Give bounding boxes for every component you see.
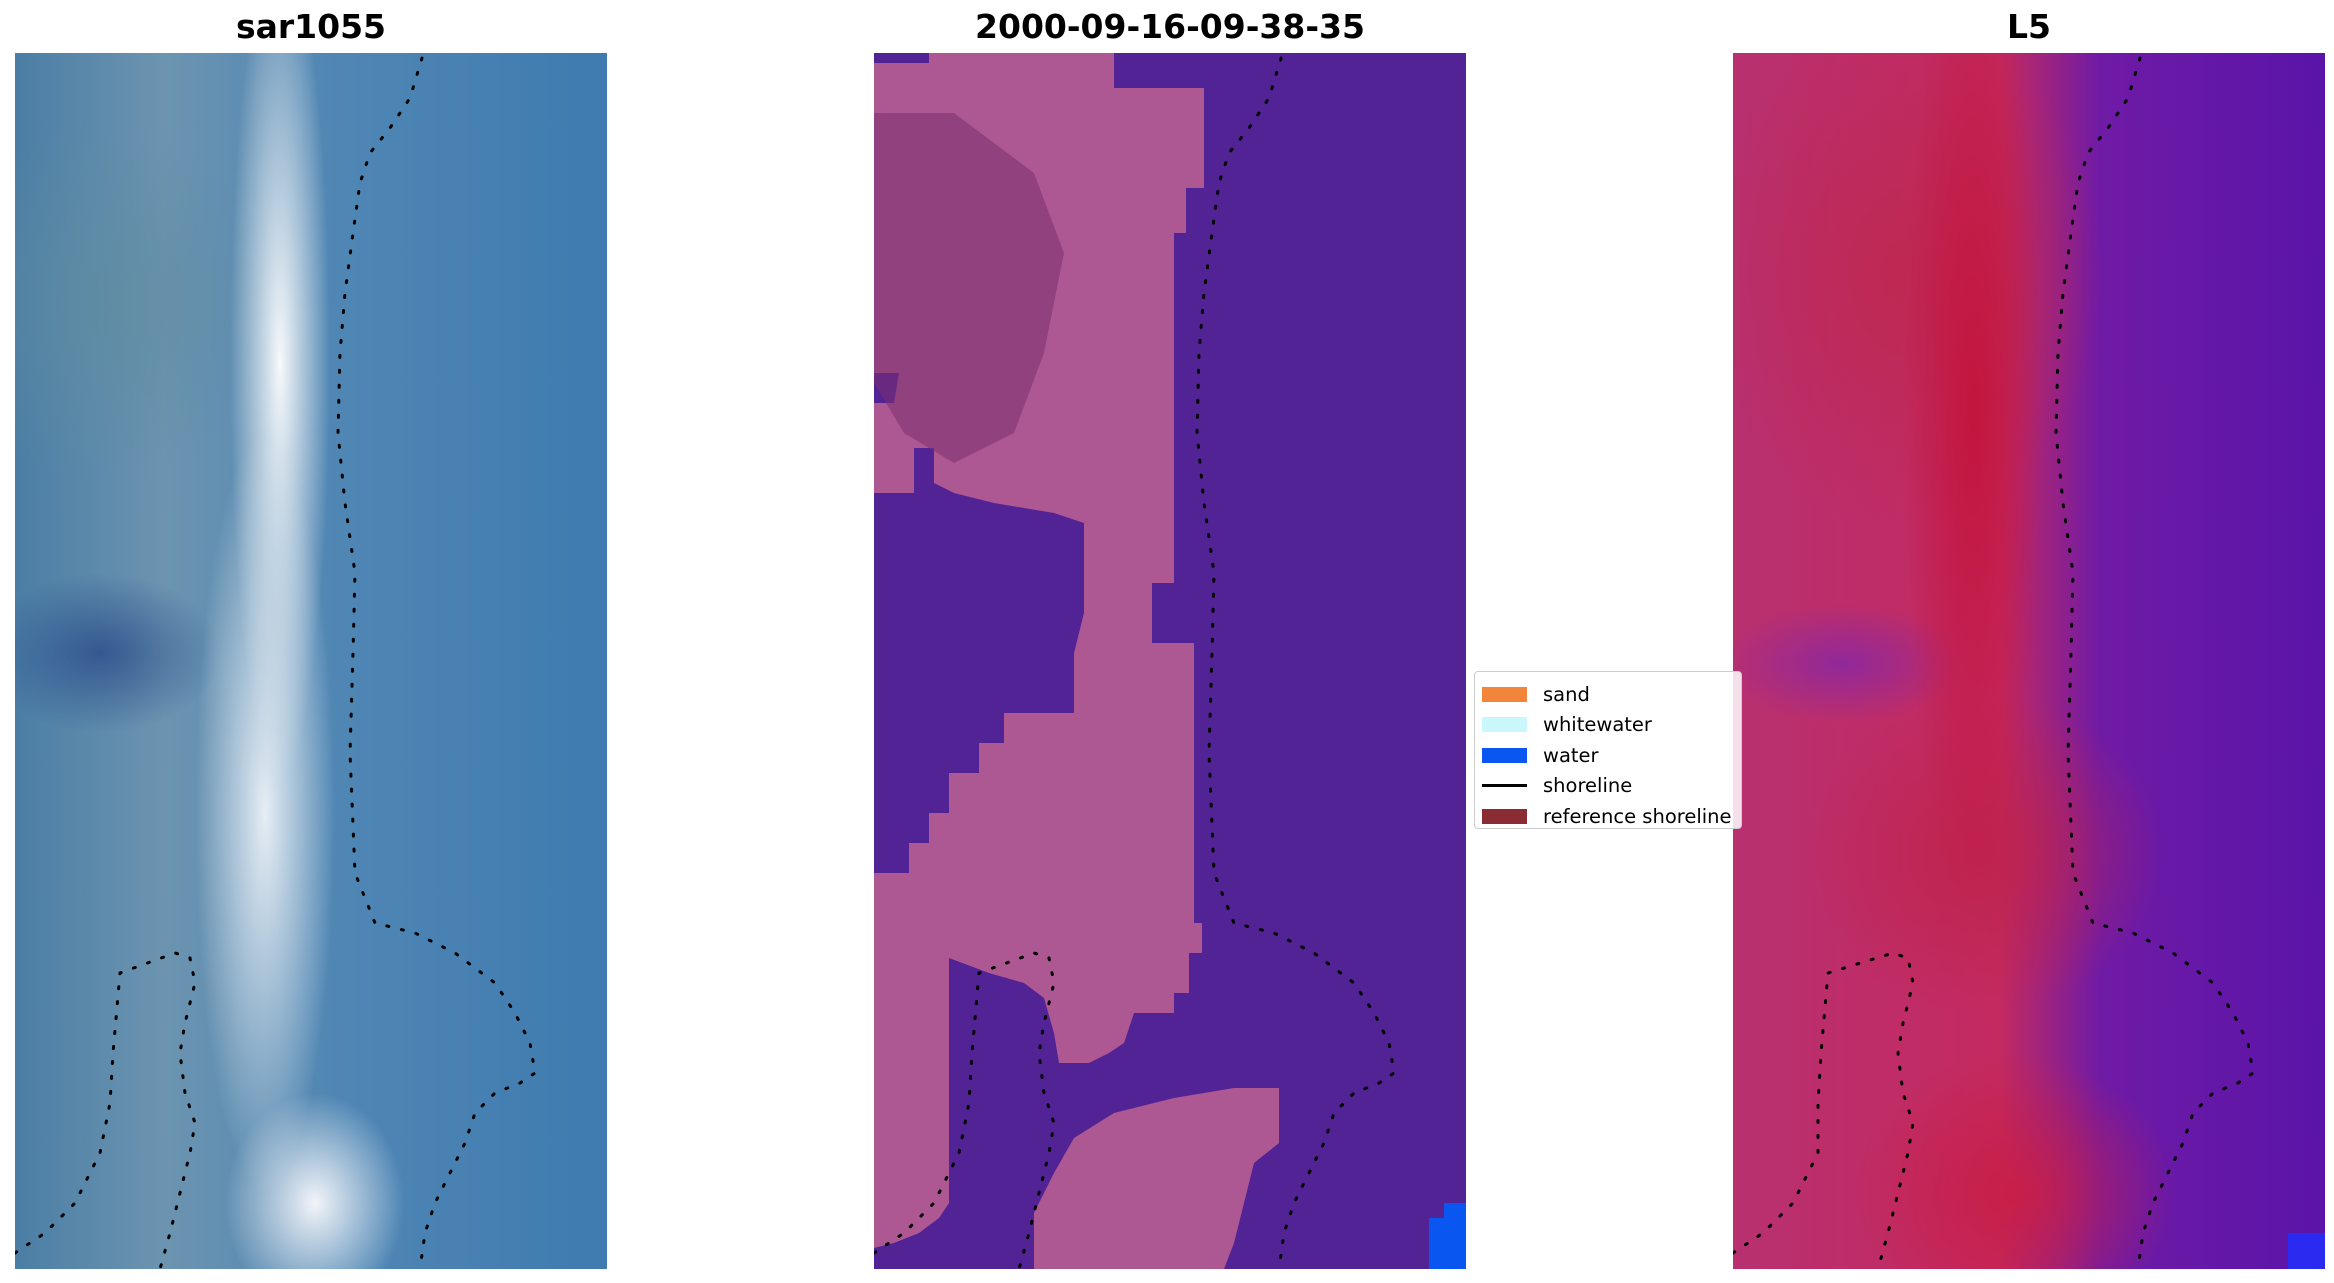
shoreline-dotted-line [336, 56, 537, 1269]
classified-image-panel [874, 53, 1466, 1269]
reference-shoreline-swatch [1482, 808, 1527, 824]
legend: sand whitewater water shoreline referenc… [1474, 671, 1742, 829]
water-pixel-corner [1444, 1203, 1466, 1223]
legend-label: whitewater [1543, 713, 1652, 737]
legend-entry-whitewater: whitewater [1482, 710, 1741, 741]
legend-entry-reference-shoreline: reference shoreline [1482, 801, 1741, 832]
panel-title-classified: 2000-09-16-09-38-35 [975, 7, 1365, 46]
shoreline-overlay-rgb [15, 56, 537, 1269]
sand-swatch [1482, 686, 1527, 702]
legend-entry-shoreline: shoreline [1482, 771, 1741, 802]
classified-darker-land [874, 113, 1064, 463]
legend-label: reference shoreline [1543, 804, 1732, 828]
index-image-panel [1733, 53, 2325, 1269]
classified-land-region [1034, 1088, 1279, 1269]
panel-title-rgb: sar1055 [235, 7, 387, 46]
legend-label: water [1543, 743, 1599, 767]
shoreline-dotted-line [1733, 951, 1915, 1269]
legend-entry-water: water [1482, 740, 1741, 771]
water-pixel-corner [2288, 1233, 2325, 1269]
classification-map [874, 53, 1466, 1269]
legend-label: shoreline [1543, 774, 1633, 798]
whitewater-swatch [1482, 717, 1527, 733]
water-pixel-corner [1429, 1218, 1466, 1269]
shoreline-dotted-line [2054, 56, 2255, 1269]
water-swatch [1482, 747, 1527, 763]
legend-label: sand [1543, 682, 1590, 706]
shoreline-dotted-line [15, 951, 197, 1269]
shoreline-dotted-line [1195, 56, 1396, 1269]
rgb-image-panel [15, 53, 607, 1269]
panel-title-index: L5 [2007, 7, 2051, 46]
shoreline-line-swatch [1482, 784, 1527, 788]
legend-entry-sand: sand [1482, 679, 1741, 710]
shoreline-overlay-index [1733, 56, 2325, 1269]
